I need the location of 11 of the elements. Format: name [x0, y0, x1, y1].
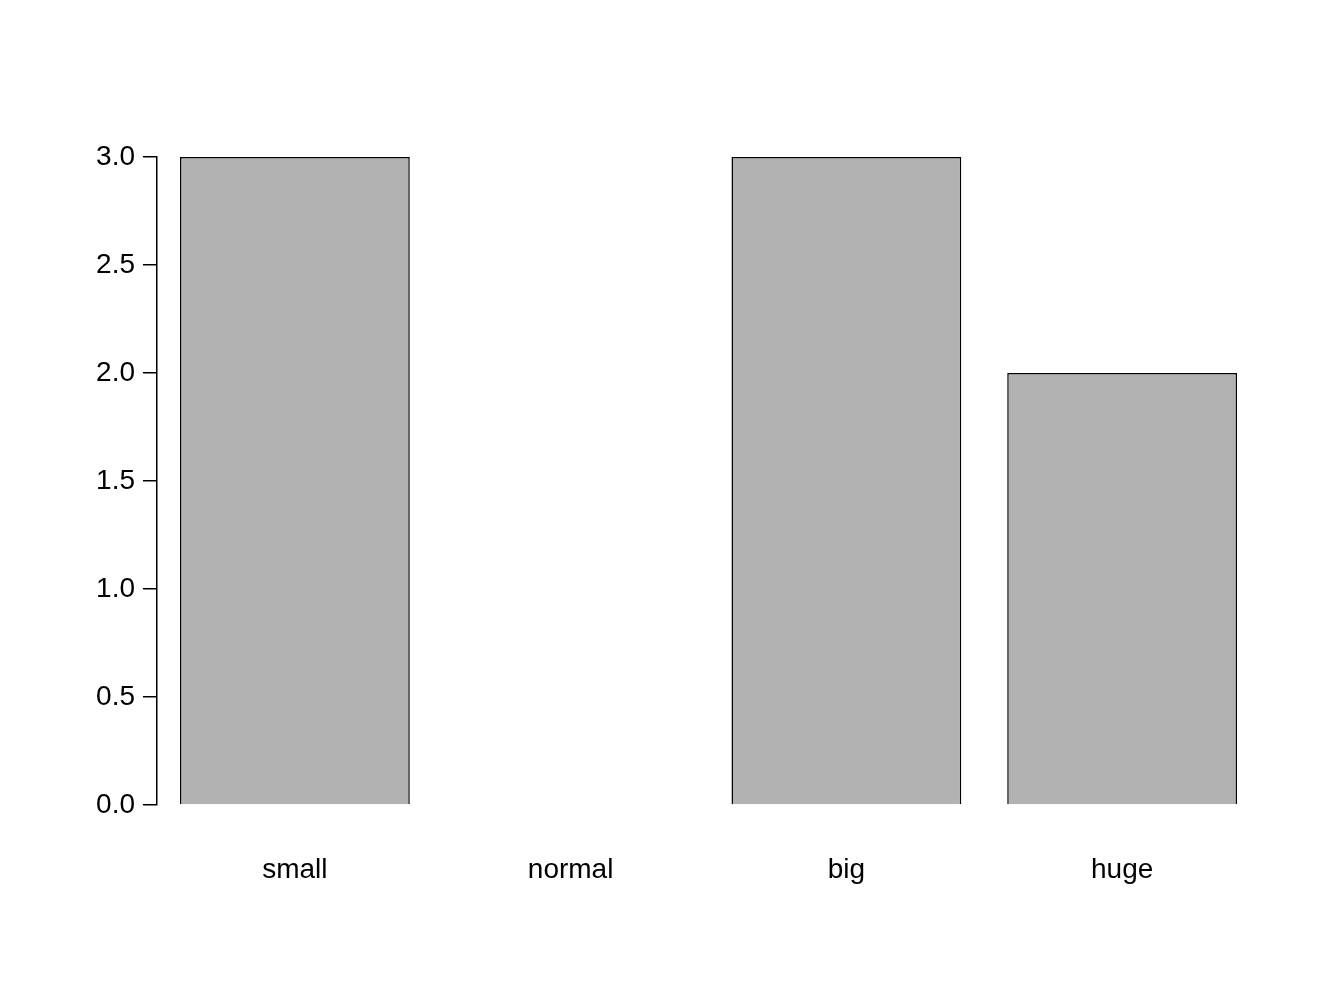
x-tick-label: small [262, 852, 328, 884]
y-tick-label: 0.5 [96, 679, 135, 711]
x-tick-label: normal [527, 852, 614, 884]
y-tick-label: 0.0 [96, 787, 135, 819]
y-tick-label: 2.0 [96, 355, 135, 387]
x-tick-label: huge [1090, 852, 1154, 884]
y-tick-label: 3.0 [96, 139, 135, 171]
x-tick-label: big [827, 852, 866, 884]
y-tick-label: 1.0 [96, 571, 135, 603]
y-tick-label: 2.5 [96, 247, 135, 279]
y-tick-label: 1.5 [96, 463, 135, 495]
